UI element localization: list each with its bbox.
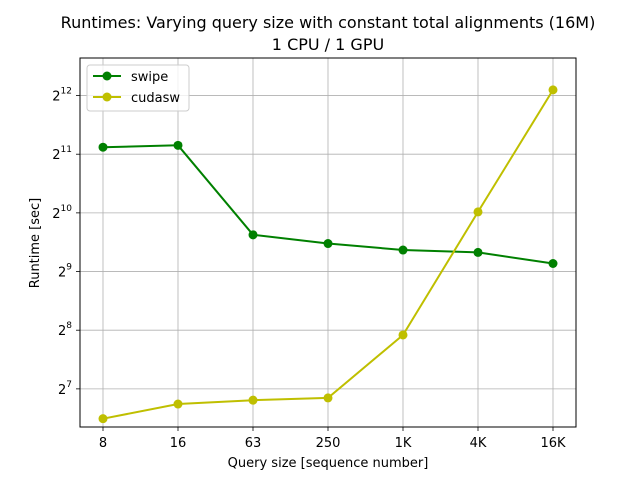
x-tick-label: 1K	[395, 436, 412, 451]
x-tick-label: 4K	[470, 436, 487, 451]
chart-title: Runtimes: Varying query size with consta…	[61, 13, 596, 32]
x-tick-label: 8	[99, 436, 107, 451]
data-point-cudasw	[398, 330, 408, 340]
data-point-swipe	[398, 245, 408, 255]
grid-lines	[80, 58, 576, 427]
data-point-swipe	[173, 140, 183, 150]
data-point-cudasw	[548, 85, 558, 95]
legend-cudasw-label: cudasw	[131, 91, 180, 106]
x-axis-ticks: 8 16 63 250 1K 4K 16K	[99, 427, 566, 451]
y-tick-label: 211	[52, 145, 72, 163]
legend: swipe cudasw	[86, 64, 190, 112]
y-tick-label: 27	[58, 380, 72, 398]
x-tick-label: 16	[170, 436, 187, 451]
data-point-cudasw	[323, 393, 333, 403]
data-point-swipe	[473, 247, 483, 257]
chart-subtitle: 1 CPU / 1 GPU	[272, 35, 384, 54]
data-point-swipe	[548, 259, 558, 269]
legend-cudasw-marker	[102, 92, 112, 102]
x-tick-label: 250	[316, 436, 341, 451]
legend-swipe-marker	[102, 71, 112, 81]
y-tick-label: 29	[58, 263, 72, 281]
y-axis-label: Runtime [sec]	[28, 198, 43, 289]
data-point-cudasw	[98, 414, 108, 424]
x-tick-label: 63	[245, 436, 262, 451]
data-point-swipe	[248, 230, 258, 240]
data-point-swipe	[323, 239, 333, 249]
legend-swipe-label: swipe	[131, 70, 168, 85]
y-tick-label: 212	[52, 87, 72, 105]
data-point-cudasw	[248, 395, 258, 405]
y-tick-label: 28	[58, 321, 72, 339]
data-point-swipe	[98, 142, 108, 152]
data-point-cudasw	[173, 399, 183, 409]
x-tick-label: 16K	[540, 436, 566, 451]
data-point-cudasw	[473, 207, 483, 217]
y-axis-ticks: 27 28 29 210 211 212	[52, 87, 80, 398]
y-tick-label: 210	[52, 204, 72, 222]
x-axis-label: Query size [sequence number]	[228, 456, 429, 471]
series-layer	[98, 85, 558, 424]
